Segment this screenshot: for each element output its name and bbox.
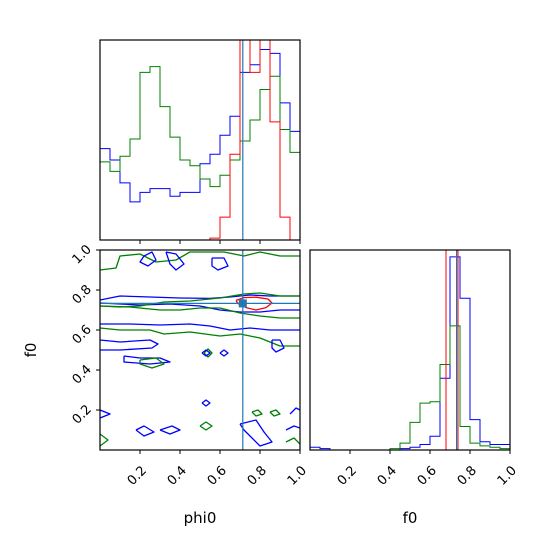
f0-hist-series — [310, 250, 510, 450]
y-tick-label: 1.0 — [70, 242, 95, 267]
joint-yticks: 0.2 0.4 0.6 0.8 1.0 — [70, 242, 100, 427]
contour-line — [100, 323, 300, 331]
x-tick-label: 0.2 — [335, 463, 360, 488]
x-tick-label: 0.8 — [455, 463, 480, 488]
contour-line — [269, 409, 281, 417]
contour-line — [100, 433, 109, 447]
x-tick-label: 0.6 — [205, 463, 230, 488]
contour-line — [100, 409, 111, 419]
contour-line — [100, 251, 300, 271]
x-axis-label-phi0: phi0 — [184, 509, 217, 527]
contour-line — [219, 349, 229, 357]
f0-hist-step — [310, 325, 510, 450]
x-tick-label: 1.0 — [495, 463, 520, 488]
x-tick-label: 1.0 — [285, 463, 310, 488]
joint-contours — [100, 251, 300, 447]
contour-line — [271, 339, 285, 353]
contour-line — [100, 339, 159, 351]
contour-line — [201, 399, 211, 407]
x-tick-label: 0.4 — [165, 463, 190, 488]
contour-line — [123, 355, 171, 365]
contour-line — [289, 407, 300, 415]
y-tick-label: 0.8 — [70, 282, 95, 307]
y-tick-label: 0.6 — [70, 322, 95, 347]
x-tick-label: 0.6 — [415, 463, 440, 488]
y-axis-label-f0: f0 — [22, 343, 40, 358]
contour-line — [285, 437, 300, 445]
contour-line — [239, 419, 273, 447]
contour-line — [199, 421, 213, 431]
joint-xticks: 0.2 0.4 0.6 0.8 1.0 — [125, 450, 310, 489]
phi0-hist-series — [100, 40, 300, 240]
contour-line — [251, 409, 263, 417]
contour-line — [165, 251, 185, 271]
contour-line — [100, 294, 300, 301]
contour-line — [135, 425, 155, 437]
x-tick-label: 0.8 — [245, 463, 270, 488]
f0-hist-xticks: 0.2 0.4 0.6 0.8 1.0 — [335, 450, 520, 489]
x-tick-label: 0.4 — [375, 463, 400, 488]
contour-line — [159, 425, 181, 435]
contour-line — [211, 257, 229, 271]
joint-truth-marker — [100, 250, 300, 450]
x-tick-label: 0.2 — [125, 463, 150, 488]
joint-frame — [99, 249, 301, 451]
contour-line — [100, 327, 300, 347]
contour-line — [201, 349, 211, 357]
phi0-hist-step — [209, 40, 291, 240]
contour-line — [139, 357, 165, 369]
panel-joint-contour: 0.2 0.4 0.6 0.8 1.0 0.2 0.4 0.6 0.8 1.0 phi0 f0 — [22, 242, 310, 527]
truth-marker — [238, 299, 247, 308]
phi0-hist-frame — [99, 39, 301, 241]
panel-f0-hist: 0.2 0.4 0.6 0.8 1.0 f0 — [309, 249, 520, 527]
f0-hist-step — [310, 256, 510, 450]
panel-phi0-hist — [99, 39, 301, 244]
contour-line — [139, 251, 157, 267]
x-axis-label-f0: f0 — [403, 509, 418, 527]
f0-hist-frame — [309, 249, 511, 451]
y-tick-label: 0.4 — [70, 362, 95, 387]
phi0-hist-xticks — [139, 240, 301, 244]
contour-line — [100, 305, 300, 319]
contour-line — [285, 425, 300, 431]
y-tick-label: 0.2 — [70, 402, 95, 427]
